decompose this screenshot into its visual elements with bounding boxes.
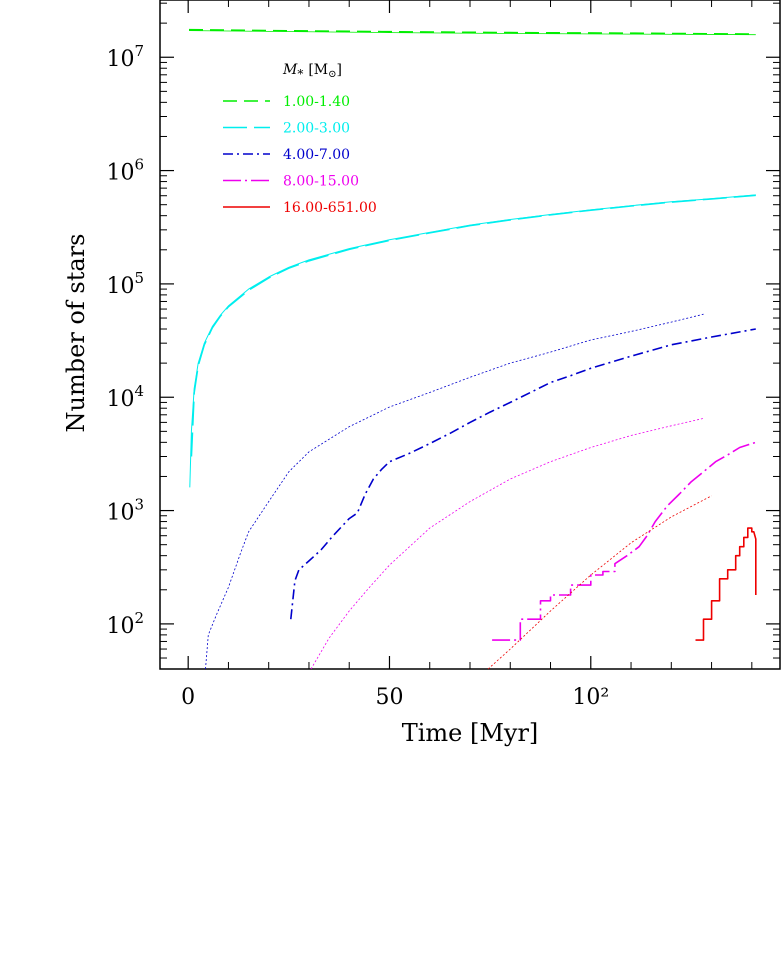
axis-labels: Time [Myr] Number of stars	[62, 234, 538, 747]
x-axis-title: Time [Myr]	[402, 719, 539, 747]
legend-title: M* [M⊙]	[282, 62, 342, 81]
y-tick-label: 106	[106, 156, 144, 186]
y-axis-title: Number of stars	[62, 234, 90, 433]
y-tick-label: 105	[106, 269, 144, 299]
y-tick-label: 103	[106, 496, 144, 526]
y-tick-label: 102	[106, 609, 144, 639]
series-line-1	[188, 30, 756, 36]
x-tick-label: 50	[375, 685, 403, 710]
y-tick-label: 104	[106, 382, 144, 412]
series-line-8	[487, 495, 712, 670]
series-line-0	[188, 28, 756, 35]
legend-label: 8.00-15.00	[283, 174, 359, 190]
series-line-4	[205, 313, 704, 670]
legend-label: 2.00-3.00	[283, 121, 350, 137]
series-line-7	[492, 441, 757, 641]
series-line-9	[695, 527, 757, 641]
series-line-3	[190, 194, 756, 457]
series-line-6	[310, 418, 704, 670]
legend-label: 16.00-651.00	[283, 200, 377, 216]
axis-ticks: 0 50 10² 102 103 104 105 106 107	[106, 0, 780, 710]
x-tick-label: 10²	[572, 685, 609, 710]
series-line-5	[290, 328, 756, 620]
legend-label: 1.00-1.40	[283, 94, 350, 110]
y-tick-label: 107	[106, 42, 144, 72]
legend: M* [M⊙] 1.00-1.40 2.00-3.00 4.00-7.00 8.00-15…	[223, 62, 377, 216]
x-tick-label: 0	[181, 685, 195, 710]
legend-label: 4.00-7.00	[283, 147, 350, 163]
series-layer	[188, 28, 757, 670]
series-line-2	[189, 194, 756, 488]
